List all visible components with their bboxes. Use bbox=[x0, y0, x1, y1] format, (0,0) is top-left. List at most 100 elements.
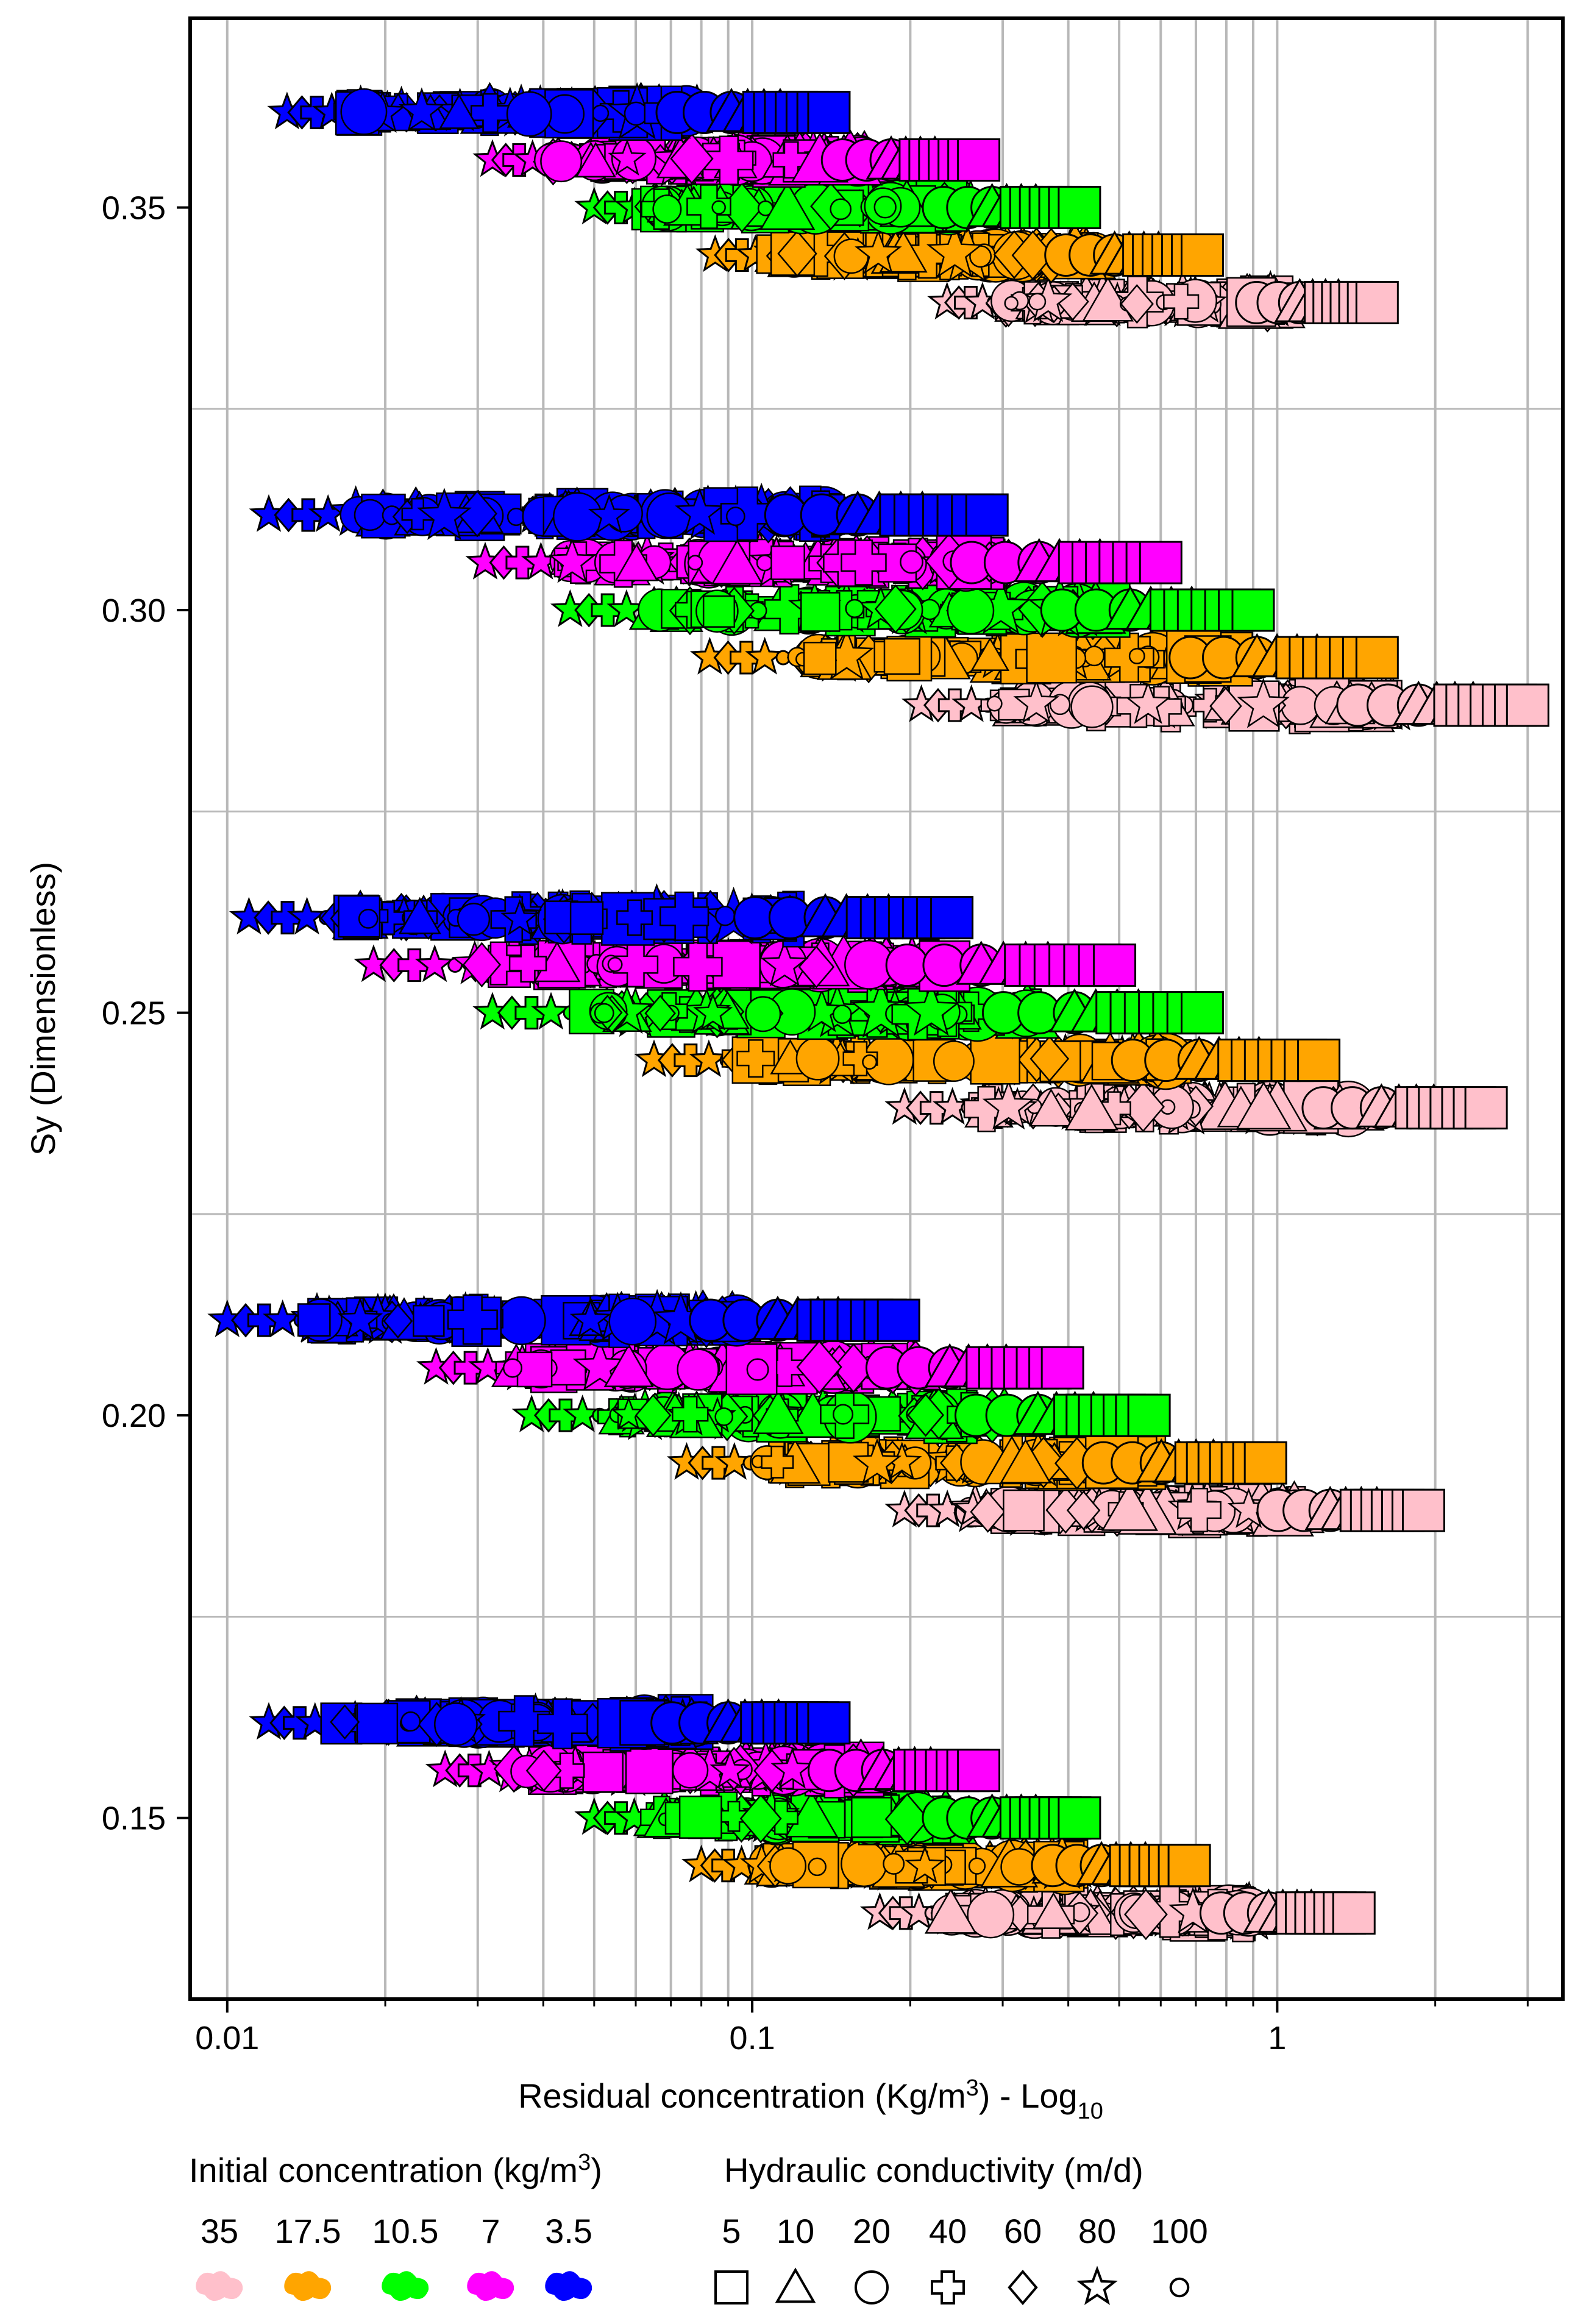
small-circle-marker bbox=[507, 507, 525, 526]
cross-marker bbox=[842, 1041, 878, 1076]
series-row bbox=[901, 672, 1549, 734]
y-tick-label: 0.30 bbox=[102, 592, 166, 629]
triangle-marker bbox=[784, 1791, 839, 1838]
star-marker bbox=[760, 940, 809, 987]
diamond-marker bbox=[525, 1749, 562, 1792]
star-marker bbox=[286, 897, 327, 935]
series-row bbox=[425, 1738, 1001, 1799]
star-marker bbox=[416, 488, 472, 540]
triangle-marker bbox=[575, 141, 616, 178]
square-marker bbox=[800, 592, 841, 632]
concentration-swatch-icon bbox=[196, 2271, 243, 2301]
concentration-label: 3.5 bbox=[545, 2212, 592, 2250]
star-marker bbox=[1237, 678, 1290, 728]
cross-marker bbox=[1163, 283, 1200, 320]
cross-marker bbox=[470, 93, 511, 133]
cross-marker bbox=[616, 899, 653, 936]
square-marker bbox=[1181, 991, 1225, 1035]
square-marker bbox=[1464, 1086, 1508, 1130]
triangle-marker bbox=[924, 1888, 977, 1934]
diamond-marker bbox=[777, 230, 817, 277]
series-row bbox=[249, 1692, 851, 1752]
concentration-swatch-icon bbox=[284, 2271, 332, 2301]
square-marker bbox=[516, 1351, 553, 1388]
diamond-marker bbox=[970, 1491, 1006, 1533]
square-marker bbox=[413, 1304, 445, 1337]
square-marker bbox=[1139, 541, 1182, 585]
small-circle-marker bbox=[591, 104, 610, 123]
square-marker bbox=[1355, 636, 1399, 680]
square-marker bbox=[930, 896, 974, 940]
circle-marker bbox=[434, 1702, 478, 1746]
series-row bbox=[550, 575, 1275, 641]
cross-marker bbox=[841, 539, 887, 586]
triangle-marker bbox=[614, 543, 659, 581]
x-tick-label: 0.1 bbox=[730, 2020, 775, 2056]
series-row bbox=[927, 269, 1399, 333]
circle-icon bbox=[855, 2270, 889, 2304]
series-row bbox=[416, 1333, 1084, 1397]
data-points bbox=[207, 82, 1549, 1942]
concentration-legend-title: Initial concentration (kg/m3) bbox=[189, 2150, 602, 2189]
conductivity-label: 80 bbox=[1078, 2212, 1116, 2250]
series-row bbox=[472, 129, 1001, 188]
diamond-marker bbox=[1066, 1490, 1101, 1530]
small-circle-marker bbox=[968, 1857, 986, 1875]
small-circle-marker bbox=[883, 1853, 905, 1875]
star-marker bbox=[608, 138, 647, 176]
star-marker bbox=[903, 981, 960, 1036]
series-row bbox=[267, 82, 851, 141]
conductivity-label: 10 bbox=[777, 2212, 814, 2250]
circle-marker bbox=[833, 238, 869, 274]
diamond-marker bbox=[1124, 1888, 1168, 1941]
small-circle-marker bbox=[687, 555, 703, 570]
square-marker bbox=[297, 1303, 331, 1337]
legend: Initial concentration (kg/m3) Hydraulic … bbox=[189, 2150, 1208, 2306]
square-marker bbox=[1332, 1891, 1376, 1935]
concentration-label: 17.5 bbox=[275, 2212, 341, 2250]
square-marker bbox=[1181, 233, 1225, 277]
series-row bbox=[229, 883, 974, 948]
triangle-marker bbox=[1029, 1088, 1073, 1127]
legend-items: 35 17.5 10.5 7 3.5 5 10 20 40 60 80 100 bbox=[196, 2212, 1208, 2306]
square-marker bbox=[1127, 1393, 1171, 1437]
circle-marker bbox=[1070, 685, 1114, 728]
square-marker bbox=[883, 638, 920, 675]
small-circle-marker bbox=[808, 1857, 827, 1877]
small-circle-marker bbox=[714, 905, 736, 926]
star-marker bbox=[675, 487, 725, 535]
concentration-legend-title-main: Initial concentration (kg/m bbox=[189, 2151, 578, 2189]
cross-marker bbox=[508, 944, 547, 983]
conductivity-label: 5 bbox=[722, 2212, 741, 2250]
cross-marker bbox=[659, 891, 709, 941]
square-marker bbox=[678, 1796, 722, 1839]
small-circle-marker bbox=[873, 196, 897, 219]
circle-marker bbox=[1281, 686, 1320, 725]
square-marker bbox=[957, 1749, 1001, 1793]
square-marker bbox=[569, 901, 604, 935]
star-marker bbox=[850, 979, 912, 1038]
small-circle-marker bbox=[833, 1404, 854, 1425]
circle-marker bbox=[552, 492, 603, 542]
small-circle-marker bbox=[594, 1003, 614, 1023]
y-tick-label: 0.35 bbox=[102, 190, 166, 226]
small-circle-marker bbox=[845, 599, 864, 618]
series-row bbox=[859, 1880, 1376, 1942]
y-axis-title: Sy (Dimensionless) bbox=[24, 862, 62, 1156]
diamond-marker bbox=[796, 1340, 842, 1395]
cross-marker bbox=[498, 1695, 550, 1747]
axis-ticks: 0.01 0.1 1 0.15 0.20 0.25 0.30 0.35 bbox=[102, 190, 1529, 2056]
star-marker bbox=[569, 1299, 611, 1338]
circle-marker bbox=[745, 996, 781, 1032]
triangle-icon bbox=[775, 2267, 816, 2303]
square-marker bbox=[1297, 1039, 1341, 1082]
conductivity-legend-title: Hydraulic conductivity (m/d) bbox=[724, 2151, 1143, 2189]
small-circle-marker bbox=[711, 200, 726, 215]
small-circle-marker bbox=[1004, 296, 1019, 311]
diamond-marker bbox=[383, 1303, 413, 1339]
square-marker bbox=[807, 90, 851, 134]
diamond-marker bbox=[907, 1393, 945, 1437]
square-marker bbox=[1243, 1441, 1287, 1485]
cross-marker bbox=[537, 1698, 588, 1750]
